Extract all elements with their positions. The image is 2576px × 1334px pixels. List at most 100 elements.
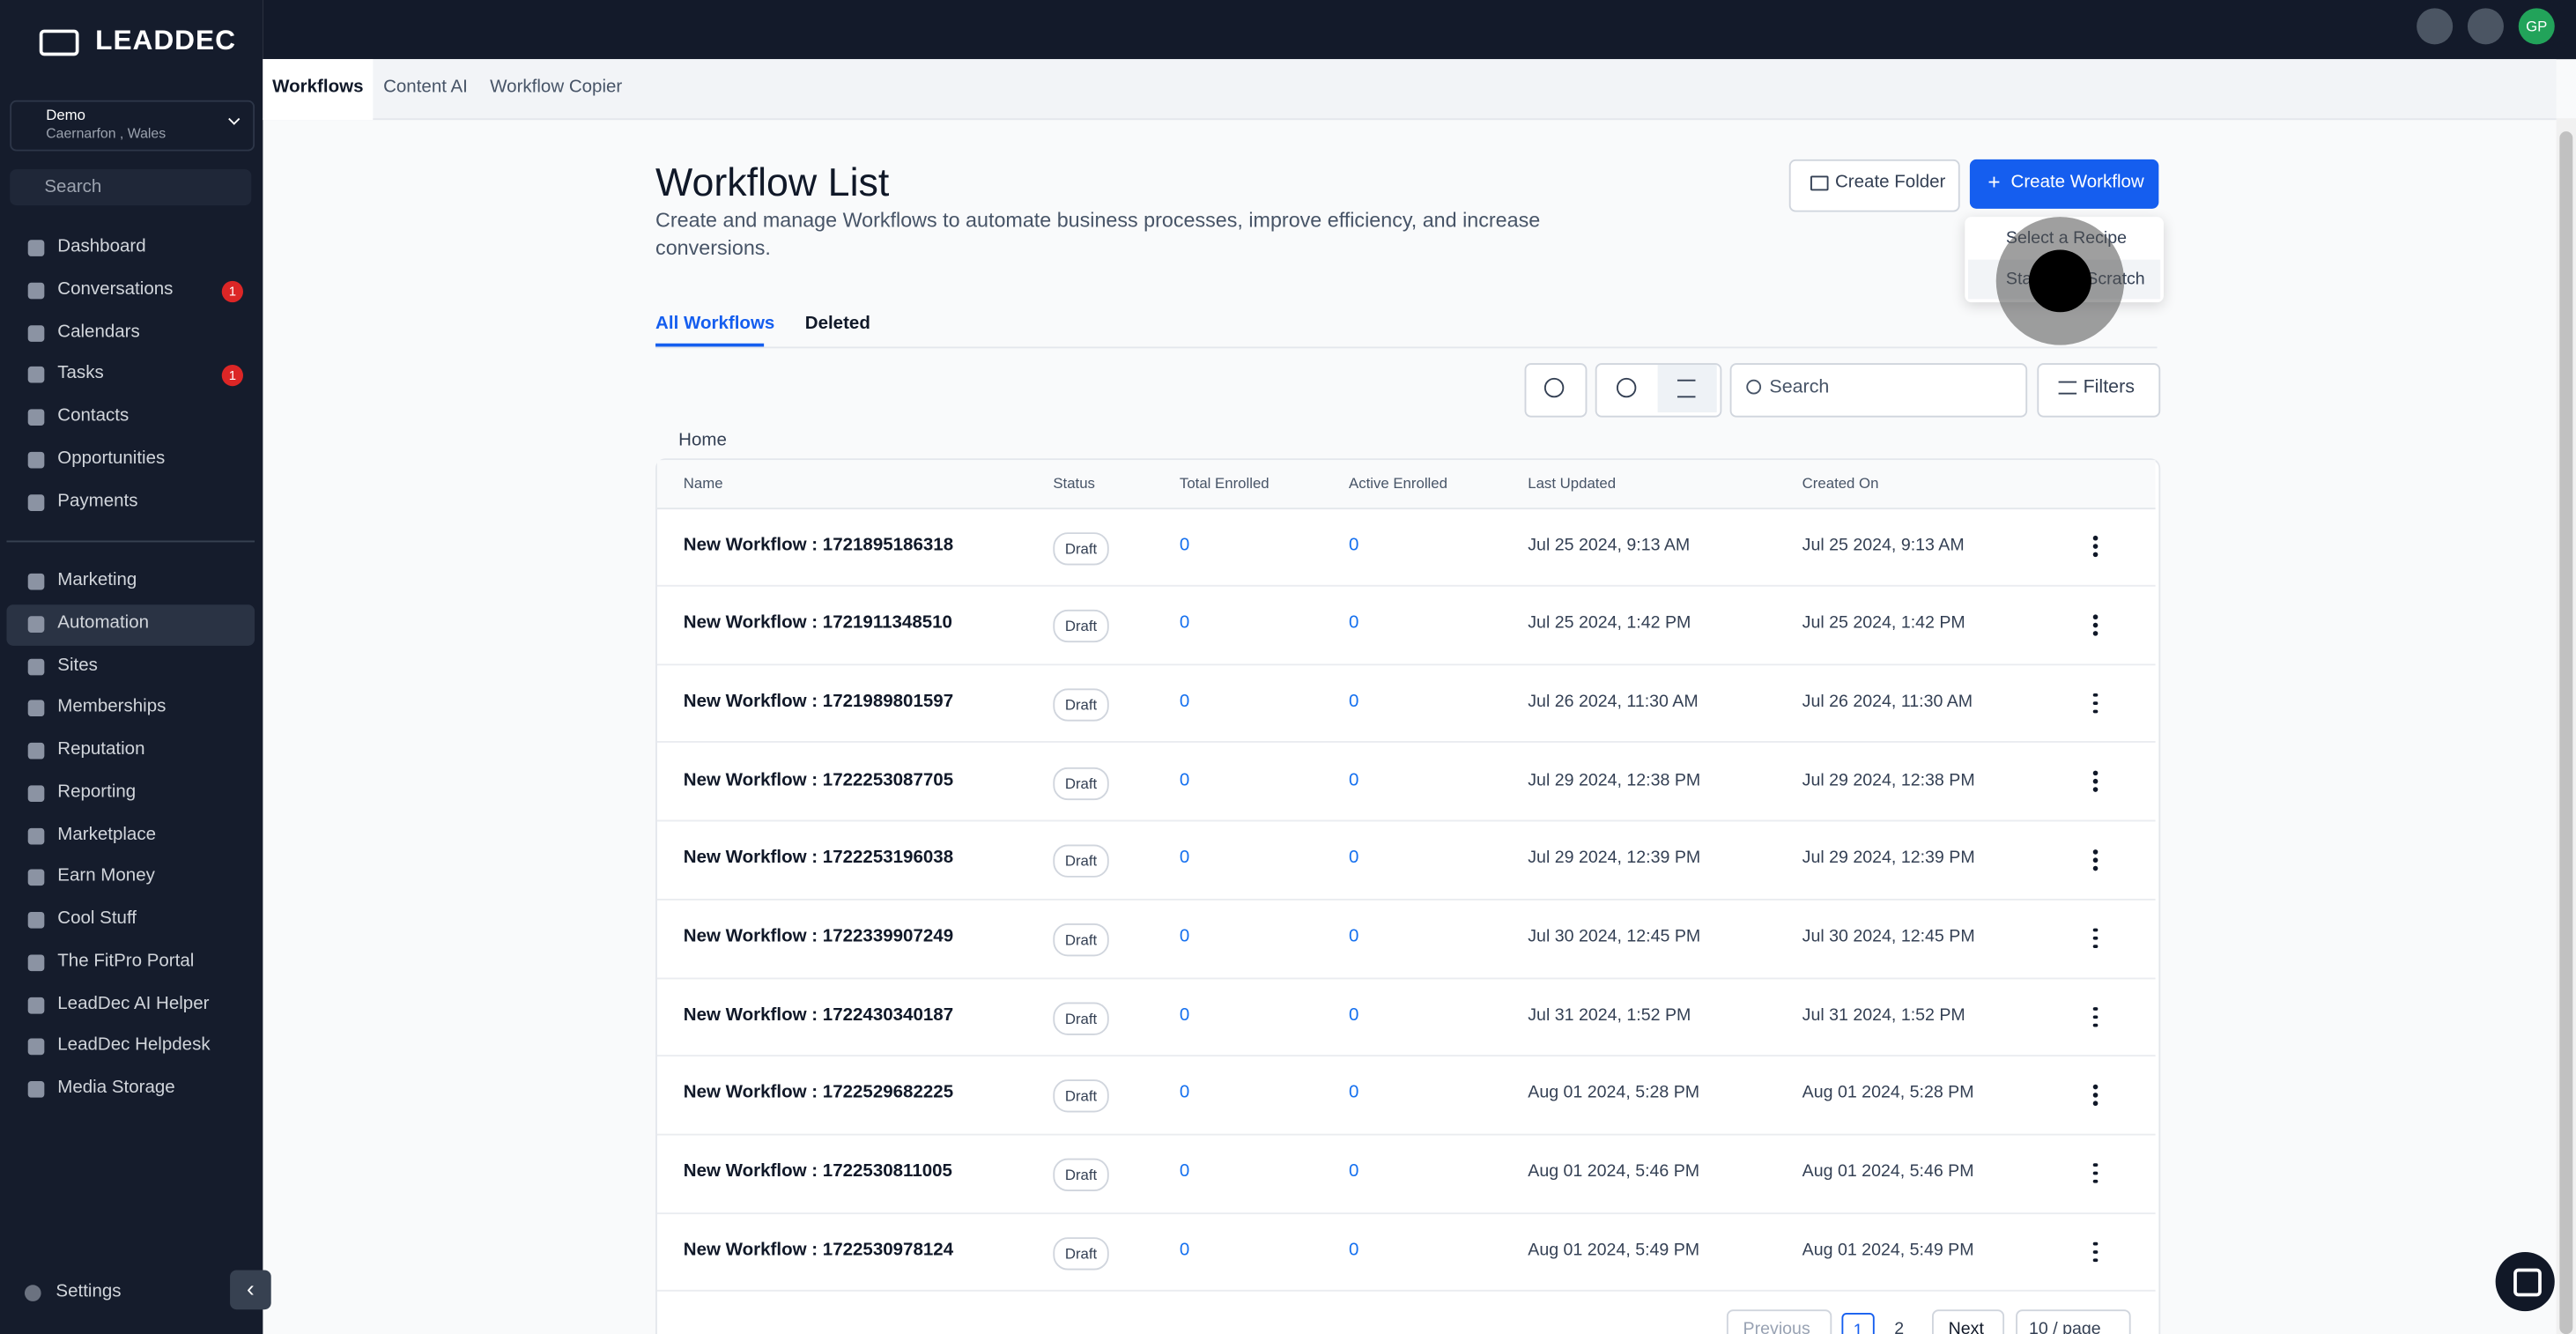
row-menu[interactable] <box>2080 686 2113 719</box>
topbar-icon[interactable] <box>2467 8 2504 45</box>
nav-item[interactable]: Marketing <box>57 570 137 590</box>
menu-dot <box>2092 771 2098 776</box>
next-button[interactable] <box>1932 1309 2005 1334</box>
workflow-name[interactable]: New Workflow : 1722253196038 <box>683 848 954 869</box>
nav-item[interactable]: Contacts <box>57 405 130 426</box>
nav-item[interactable]: Reporting <box>57 782 137 802</box>
active-enrolled[interactable]: 0 <box>1349 1004 1359 1026</box>
workflow-name[interactable]: New Workflow : 1721989801597 <box>683 691 954 712</box>
avatar[interactable]: GP <box>2518 8 2555 45</box>
nav-item[interactable]: Automation <box>57 612 150 633</box>
workflow-name[interactable]: New Workflow : 1721895186318 <box>683 534 954 555</box>
total-enrolled[interactable]: 0 <box>1179 769 1190 790</box>
page-title: Workflow List <box>655 160 890 206</box>
active-enrolled[interactable]: 0 <box>1349 534 1359 555</box>
nav-icon <box>27 409 45 426</box>
nav-item[interactable]: Reputation <box>57 739 145 760</box>
total-enrolled[interactable]: 0 <box>1179 926 1190 947</box>
topbar-icon[interactable] <box>2417 8 2454 45</box>
nav-badge: 1 <box>221 280 243 302</box>
nav-item[interactable]: LeadDec Helpdesk <box>57 1035 211 1056</box>
workflow-name[interactable]: New Workflow : 1722530978124 <box>683 1240 954 1260</box>
sidebar-search[interactable] <box>10 169 252 206</box>
column-header: Last Updated <box>1528 474 1617 492</box>
row-menu[interactable] <box>2080 1235 2113 1268</box>
nav-icon <box>27 742 45 760</box>
nav-item[interactable]: Marketplace <box>57 824 157 844</box>
history-button[interactable] <box>1524 363 1588 418</box>
filters-text: Filters <box>2083 377 2135 398</box>
last-updated: Aug 01 2024, 5:28 PM <box>1528 1083 1700 1104</box>
column-header: Active Enrolled <box>1349 474 1447 492</box>
nav-item[interactable]: Sites <box>57 655 98 675</box>
active-enrolled[interactable]: 0 <box>1349 848 1359 869</box>
nav-item[interactable]: The FitPro Portal <box>57 951 195 971</box>
subnav-tab[interactable]: Workflows <box>272 77 364 98</box>
row-menu[interactable] <box>2080 1000 2113 1033</box>
workflow-name[interactable]: New Workflow : 1722530811005 <box>683 1161 952 1182</box>
nav-item[interactable]: Opportunities <box>57 448 166 469</box>
active-enrolled[interactable]: 0 <box>1349 769 1359 790</box>
total-enrolled[interactable]: 0 <box>1179 1240 1190 1260</box>
settings-icon <box>24 1285 41 1301</box>
row-menu[interactable] <box>2080 608 2113 641</box>
active-enrolled[interactable]: 0 <box>1349 1161 1359 1182</box>
logo[interactable]: LEADDEC <box>95 24 236 56</box>
total-enrolled[interactable]: 0 <box>1179 612 1190 634</box>
nav-item[interactable]: Dashboard <box>57 236 146 256</box>
chat-button[interactable] <box>2495 1251 2555 1312</box>
row-menu[interactable] <box>2080 765 2113 797</box>
active-enrolled[interactable]: 0 <box>1349 1083 1359 1104</box>
filters-button[interactable] <box>2037 363 2161 418</box>
nav-item[interactable]: Earn Money <box>57 866 155 886</box>
breadcrumb[interactable]: Home <box>678 430 727 450</box>
previous-button[interactable] <box>1726 1309 1832 1334</box>
nav-item[interactable]: Memberships <box>57 697 167 717</box>
nav-icon <box>27 1039 45 1056</box>
workflow-name[interactable]: New Workflow : 1722529682225 <box>683 1083 954 1104</box>
total-enrolled[interactable]: 0 <box>1179 1083 1190 1104</box>
nav-item[interactable]: LeadDec AI Helper <box>57 993 210 1013</box>
workflow-name[interactable]: New Workflow : 1722253087705 <box>683 769 954 790</box>
active-enrolled[interactable]: 0 <box>1349 612 1359 634</box>
subnav-tab[interactable]: Content AI <box>383 77 468 98</box>
workflow-name[interactable]: New Workflow : 1721911348510 <box>683 612 952 634</box>
active-enrolled[interactable]: 0 <box>1349 1240 1359 1260</box>
collapse-button[interactable]: ‹ <box>230 1270 271 1310</box>
total-enrolled[interactable]: 0 <box>1179 1161 1190 1182</box>
nav-item[interactable]: Tasks <box>57 363 104 384</box>
workflow-name[interactable]: New Workflow : 1722430340187 <box>683 1004 954 1026</box>
total-enrolled[interactable]: 0 <box>1179 691 1190 712</box>
nav-item[interactable]: Calendars <box>57 321 140 342</box>
create-workflow[interactable] <box>1969 159 2159 209</box>
row-menu[interactable] <box>2080 922 2113 954</box>
active-enrolled[interactable]: 0 <box>1349 691 1359 712</box>
row-menu[interactable] <box>2080 1078 2113 1111</box>
settings[interactable]: Settings <box>56 1281 122 1301</box>
total-enrolled[interactable]: 0 <box>1179 534 1190 555</box>
row-menu[interactable] <box>2080 530 2113 562</box>
page-number[interactable]: 1 <box>1841 1312 1875 1334</box>
menu-dot <box>2092 614 2098 619</box>
total-enrolled[interactable]: 0 <box>1179 1004 1190 1026</box>
tab[interactable]: Deleted <box>804 314 870 334</box>
nav-item[interactable]: Payments <box>57 491 138 511</box>
search-box[interactable] <box>1729 363 2028 418</box>
create-folder[interactable] <box>1788 159 1960 212</box>
row-menu[interactable] <box>2080 843 2113 876</box>
location-box[interactable] <box>10 100 255 152</box>
nav-item[interactable]: Media Storage <box>57 1078 175 1098</box>
per-page[interactable] <box>2016 1309 2131 1334</box>
nav-item[interactable]: Cool Stuff <box>57 908 137 929</box>
tab[interactable]: All Workflows <box>655 314 775 334</box>
menu-dot <box>2092 631 2098 635</box>
workflow-name[interactable]: New Workflow : 1722339907249 <box>683 926 954 947</box>
subnav-tab[interactable]: Workflow Copier <box>490 77 623 98</box>
row-menu[interactable] <box>2080 1157 2113 1189</box>
total-enrolled[interactable]: 0 <box>1179 848 1190 869</box>
page-number[interactable]: 2 <box>1894 1319 1905 1334</box>
active-enrolled[interactable]: 0 <box>1349 926 1359 947</box>
nav-icon <box>27 451 45 469</box>
scroll-thumb[interactable] <box>2559 131 2573 1334</box>
nav-item[interactable]: Conversations <box>57 278 174 300</box>
